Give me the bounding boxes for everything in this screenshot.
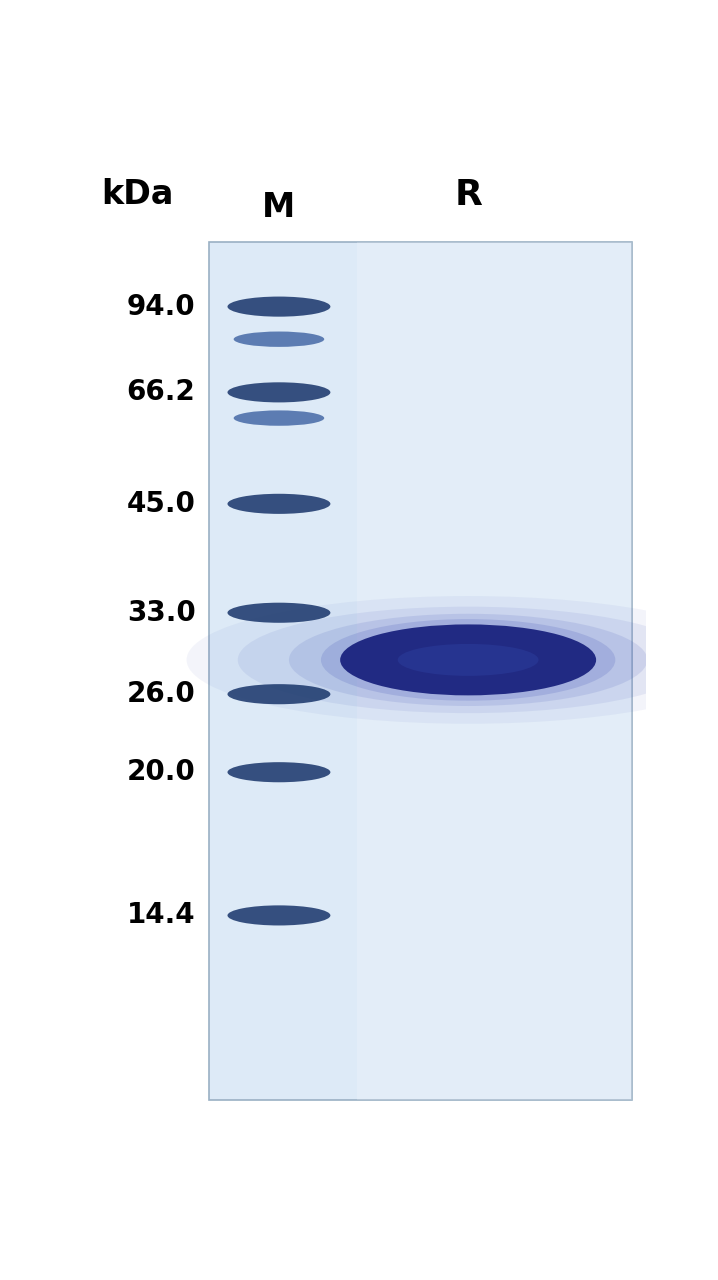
Text: 66.2: 66.2 — [126, 379, 195, 406]
Ellipse shape — [340, 625, 596, 695]
Text: kDa: kDa — [101, 178, 173, 211]
Ellipse shape — [228, 762, 330, 782]
Text: M: M — [262, 191, 296, 224]
Ellipse shape — [233, 332, 325, 347]
Ellipse shape — [228, 603, 330, 623]
Ellipse shape — [238, 607, 699, 713]
FancyBboxPatch shape — [358, 242, 633, 1100]
FancyBboxPatch shape — [210, 242, 633, 1100]
Ellipse shape — [321, 620, 615, 700]
Text: R: R — [454, 178, 482, 212]
Text: 14.4: 14.4 — [127, 901, 195, 929]
Ellipse shape — [228, 383, 330, 402]
Ellipse shape — [228, 684, 330, 704]
Text: 33.0: 33.0 — [126, 599, 195, 627]
Ellipse shape — [289, 614, 648, 707]
Ellipse shape — [233, 411, 325, 426]
Text: 45.0: 45.0 — [126, 490, 195, 518]
Ellipse shape — [187, 596, 718, 723]
Text: 26.0: 26.0 — [126, 680, 195, 708]
Ellipse shape — [228, 494, 330, 513]
Ellipse shape — [228, 905, 330, 925]
Text: 94.0: 94.0 — [127, 293, 195, 320]
Ellipse shape — [228, 297, 330, 316]
Ellipse shape — [398, 644, 538, 676]
Text: 20.0: 20.0 — [126, 758, 195, 786]
